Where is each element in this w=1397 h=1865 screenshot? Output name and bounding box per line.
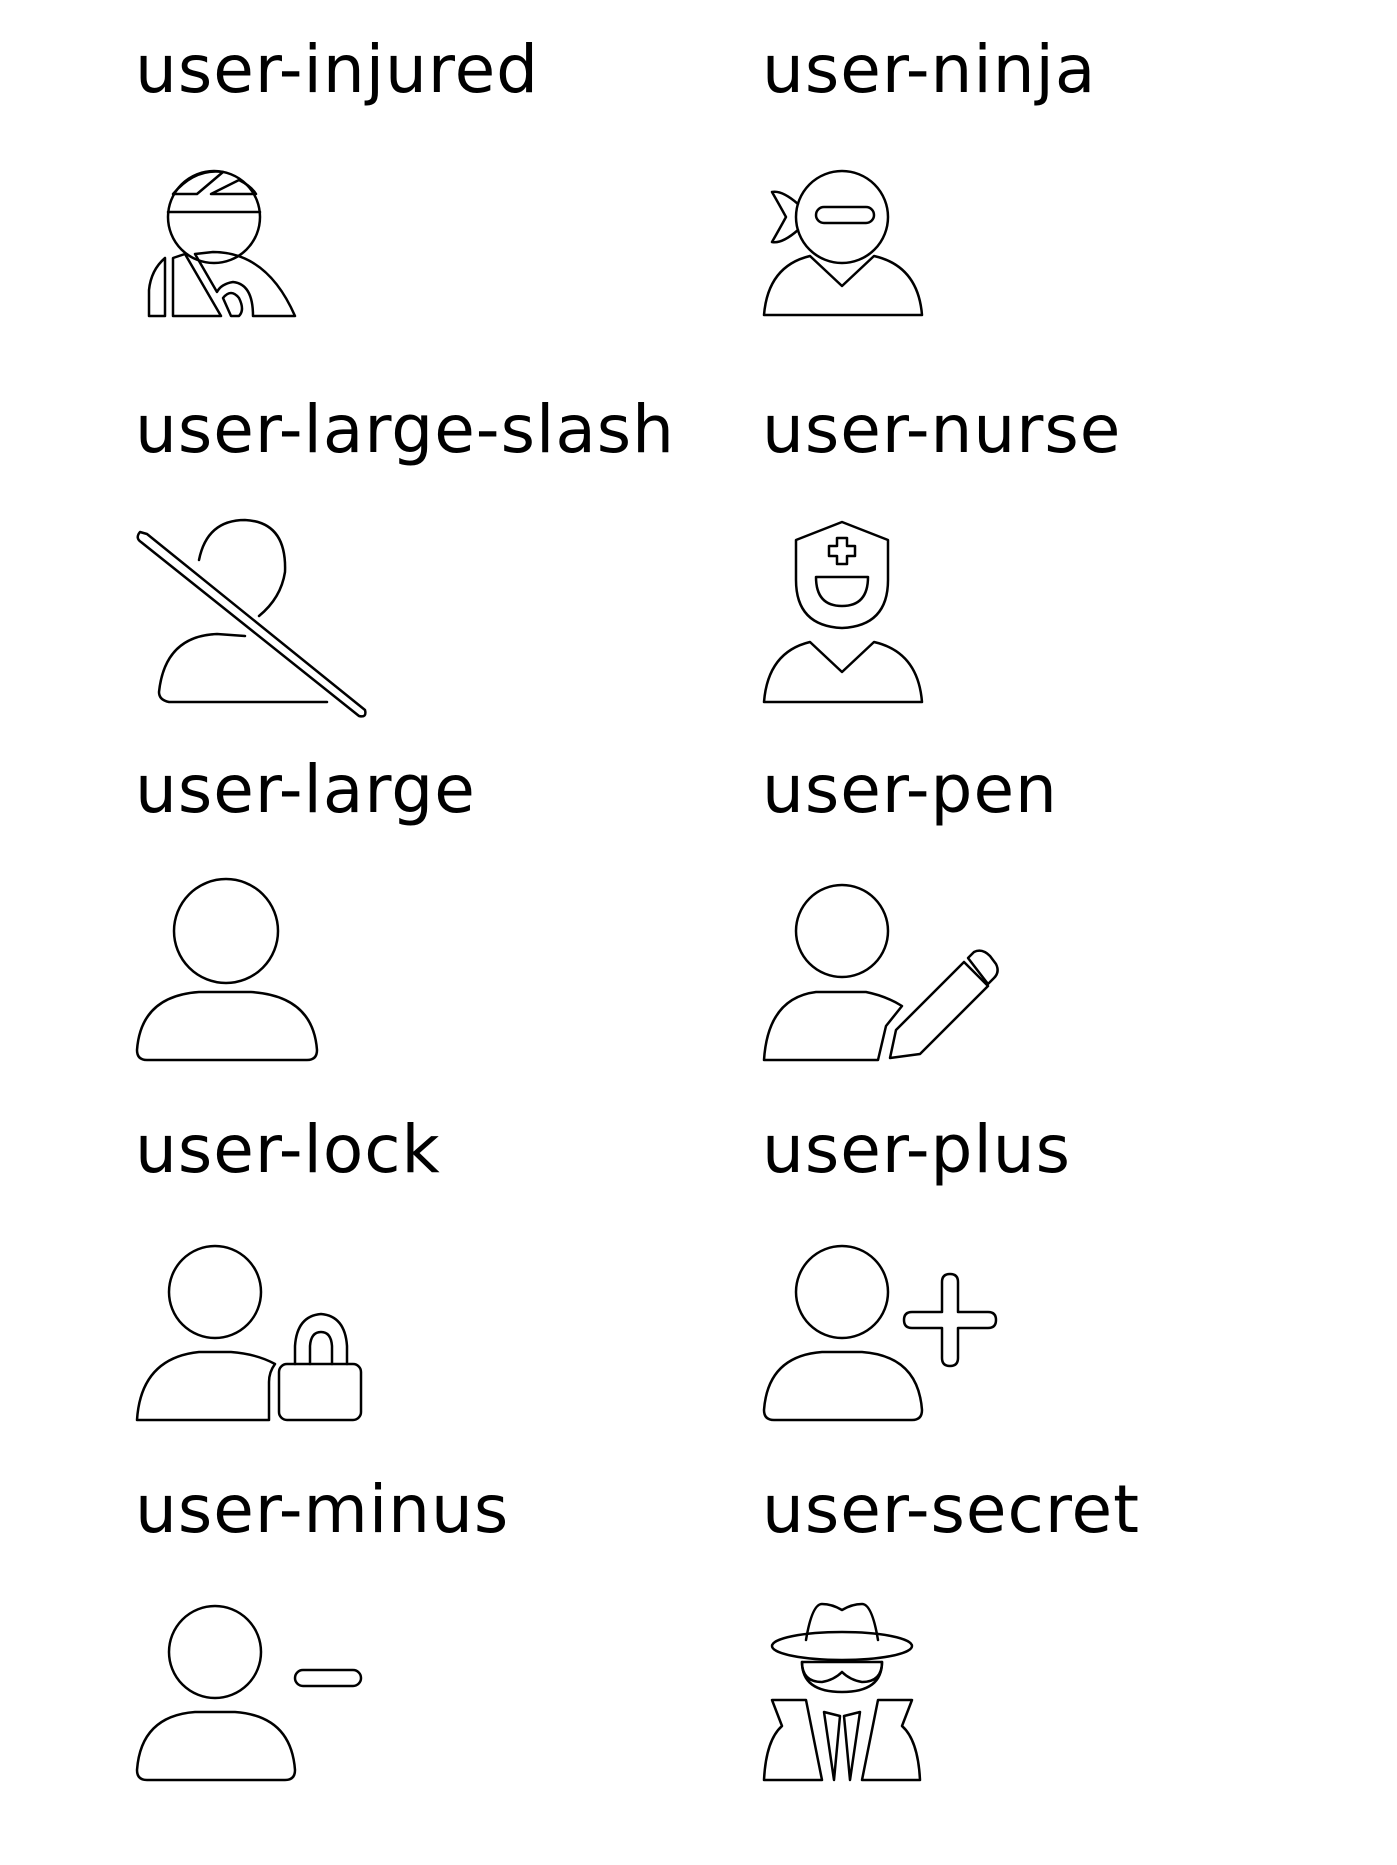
icon-label: user-secret <box>762 1471 1140 1548</box>
user-nurse-icon <box>762 520 1002 720</box>
user-plus-icon <box>762 1240 1002 1440</box>
user-large-slash-icon <box>135 518 375 720</box>
user-pen-icon <box>762 880 1002 1080</box>
icon-label: user-plus <box>762 1111 1071 1188</box>
icon-label: user-ninja <box>762 31 1097 108</box>
icon-cell-user-injured: user-injured <box>135 0 695 360</box>
icon-label: user-pen <box>762 751 1058 828</box>
user-lock-icon <box>135 1240 375 1440</box>
icon-label: user-nurse <box>762 391 1122 468</box>
icon-label: user-lock <box>135 1111 441 1188</box>
icon-cell-user-large-slash: user-large-slash <box>135 360 695 720</box>
user-injured-icon <box>135 160 375 360</box>
icon-cell-user-large: user-large <box>135 720 695 1080</box>
icon-cell-user-secret: user-secret <box>762 1440 1322 1800</box>
user-large-icon <box>135 877 375 1080</box>
icon-cell-user-nurse: user-nurse <box>762 360 1322 720</box>
user-minus-icon <box>135 1600 375 1800</box>
icon-label: user-injured <box>135 31 540 108</box>
icon-label: user-large-slash <box>135 391 676 468</box>
icon-cell-user-minus: user-minus <box>135 1440 695 1800</box>
icon-cell-user-ninja: user-ninja <box>762 0 1322 360</box>
user-secret-icon <box>762 1600 1002 1800</box>
icon-cell-user-lock: user-lock <box>135 1080 695 1440</box>
user-ninja-icon <box>762 160 1002 360</box>
icon-label: user-minus <box>135 1471 510 1548</box>
icon-cell-user-pen: user-pen <box>762 720 1322 1080</box>
icon-label: user-large <box>135 751 476 828</box>
icon-cell-user-plus: user-plus <box>762 1080 1322 1440</box>
